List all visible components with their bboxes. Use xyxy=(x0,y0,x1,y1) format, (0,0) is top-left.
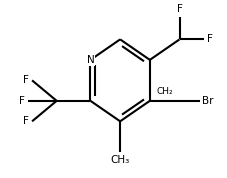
Text: CH₃: CH₃ xyxy=(110,155,129,165)
Text: Br: Br xyxy=(201,96,213,106)
Text: F: F xyxy=(23,75,29,85)
Text: N: N xyxy=(86,55,94,65)
Text: F: F xyxy=(23,116,29,126)
Text: CH₂: CH₂ xyxy=(156,87,172,96)
Text: F: F xyxy=(19,96,25,106)
Text: F: F xyxy=(206,34,212,44)
Text: F: F xyxy=(176,4,182,14)
